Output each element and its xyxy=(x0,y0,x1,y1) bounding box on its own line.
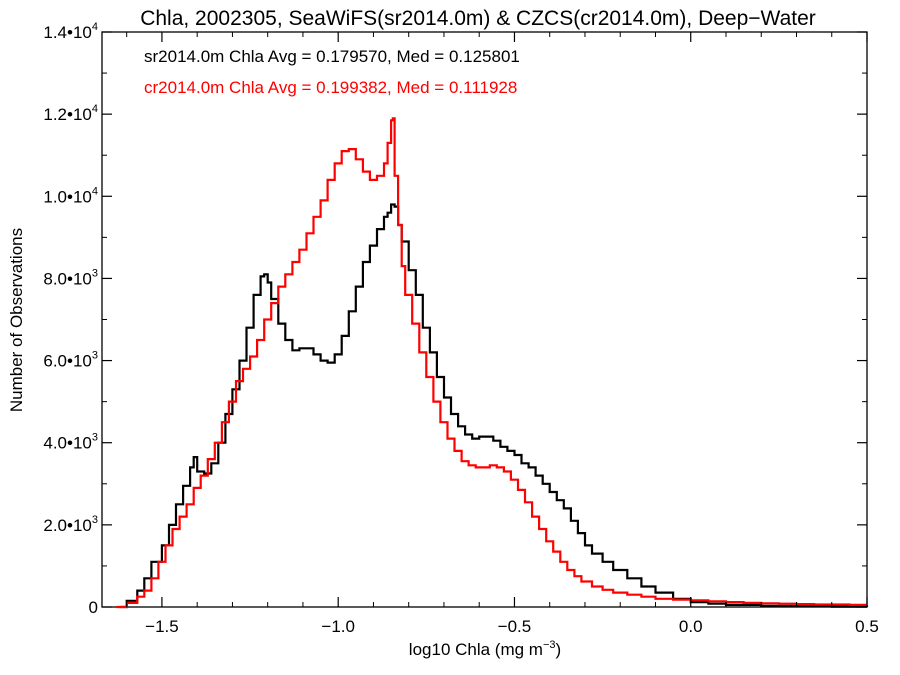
x-axis-label-sup: −3 xyxy=(543,639,556,651)
y-tick-label: 2.0•103 xyxy=(43,514,98,535)
y-tick-label: 1.2•104 xyxy=(43,103,98,124)
y-axis-label: Number of Observations xyxy=(7,228,26,412)
x-axis-label-end: ) xyxy=(556,640,562,659)
chart-title: Chla, 2002305, SeaWiFS(sr2014.0m) & CZCS… xyxy=(140,7,816,30)
series-line-cr2014.0m xyxy=(116,117,867,609)
y-tick-label: 1.4•104 xyxy=(43,21,98,42)
series-layer xyxy=(116,117,869,609)
x-axis-label: log10 Chla (mg m−3) xyxy=(409,639,561,659)
plot-frame xyxy=(101,31,868,608)
y-tick-label: 8.0•103 xyxy=(43,267,98,288)
series-line-sr2014.0m xyxy=(119,203,869,609)
y-tick-label: 6.0•103 xyxy=(43,350,98,371)
y-tick-label: 1.0•104 xyxy=(43,185,98,206)
x-tick-label: −0.5 xyxy=(498,617,532,636)
x-tick-label: 0.0 xyxy=(679,617,703,636)
annotation-cr2014: cr2014.0m Chla Avg = 0.199382, Med = 0.1… xyxy=(144,78,517,97)
x-tick-label: −1.0 xyxy=(321,617,355,636)
y-tick-label: 4.0•103 xyxy=(43,432,98,453)
x-axis-label-main: log10 Chla (mg m xyxy=(409,640,543,659)
x-tick-label: 0.5 xyxy=(855,617,879,636)
x-tick-label: −1.5 xyxy=(145,617,179,636)
y-tick-label: 0 xyxy=(89,598,98,617)
y-ticks: 0 2.0•103 4.0•103 6.0•103 8.0•103 1.0•104 1.2•… xyxy=(43,21,867,617)
annotation-sr2014: sr2014.0m Chla Avg = 0.179570, Med = 0.1… xyxy=(144,47,520,66)
x-ticks: −1.5 −1.0 −0.5 0.0 0.5 xyxy=(126,32,879,636)
